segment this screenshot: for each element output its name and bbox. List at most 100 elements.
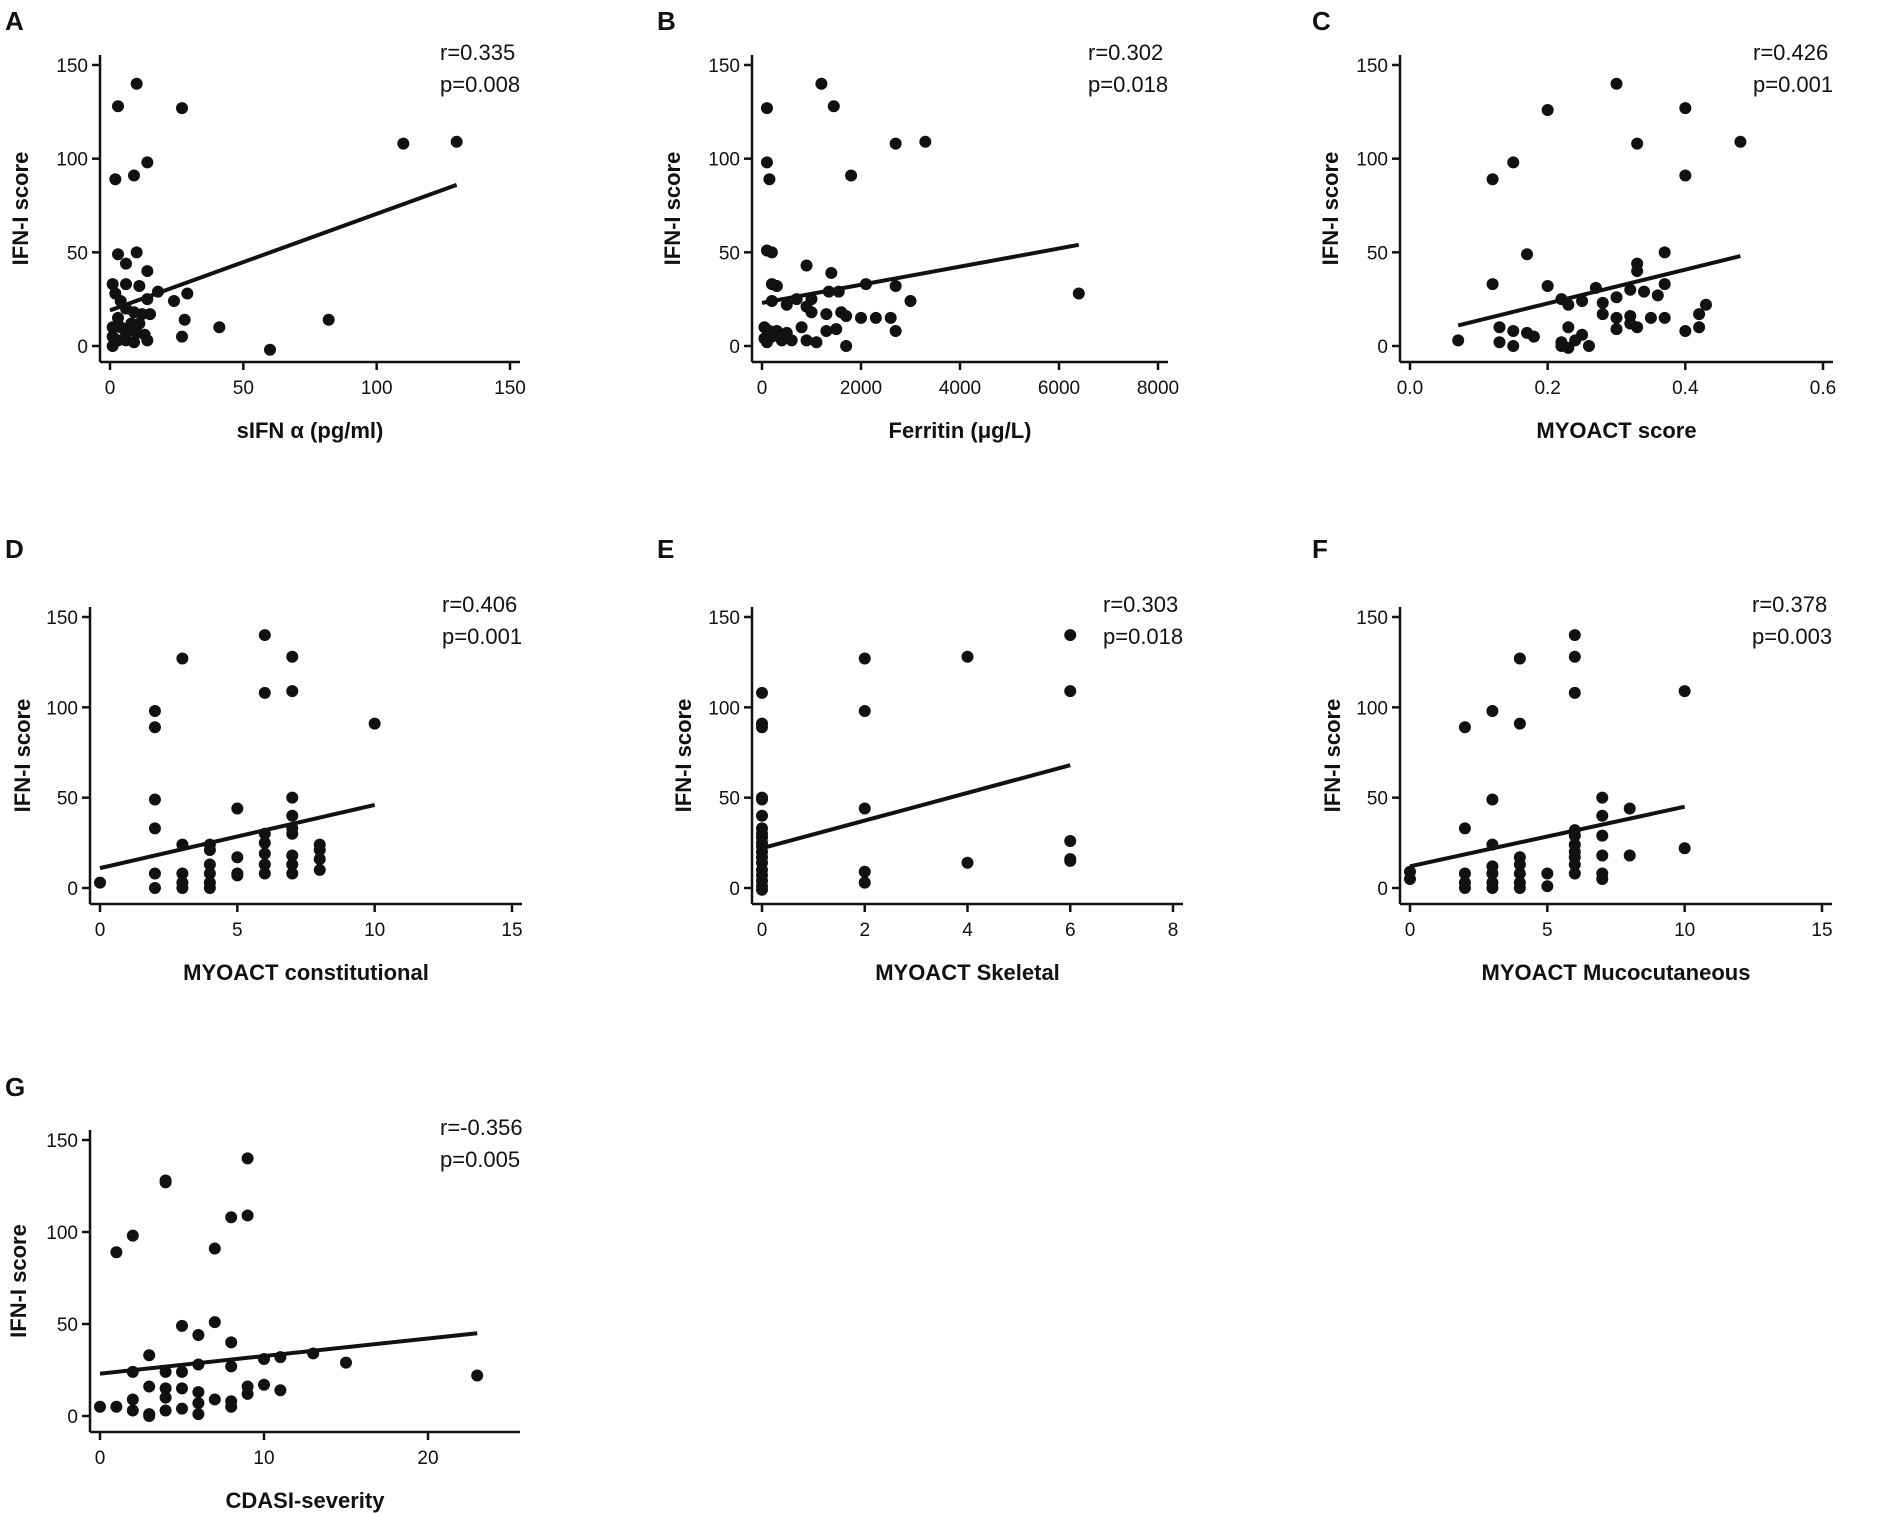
point-d-10: [286, 791, 299, 804]
panel-a: A 0 50 100 150 0 50 100 150 sIFN α (pg/ml) IFN-I s…: [5, 6, 526, 443]
point-b-1: [760, 102, 773, 115]
point-g-27: [208, 1393, 221, 1406]
point-d-17: [286, 827, 299, 840]
point-d-39: [258, 858, 271, 871]
point-g-44: [143, 1410, 156, 1422]
point-d-25: [148, 867, 161, 880]
point-b-13: [770, 280, 783, 293]
stat-a-p: p=0.008: [440, 72, 520, 97]
point-g-36: [192, 1408, 205, 1421]
point-c-39: [1452, 334, 1465, 347]
regression-line-e: [761, 763, 1071, 851]
point-f-35: [1458, 882, 1471, 894]
point-a-8: [112, 248, 124, 261]
y-tick-label-c-150: 150: [1356, 56, 1388, 77]
point-f-23: [1458, 867, 1471, 880]
point-f-15: [1596, 829, 1609, 842]
point-g-40: [126, 1393, 139, 1406]
point-b-10: [800, 259, 813, 272]
regression-line-b: [761, 242, 1080, 305]
y-tick-label-d-150: 150: [46, 608, 78, 629]
point-d-6: [286, 685, 299, 698]
point-d-31: [313, 863, 326, 876]
point-c-35: [1610, 323, 1623, 336]
point-c-34: [1562, 321, 1575, 334]
y-tick-label-b-150: 150: [708, 56, 740, 77]
point-f-26: [1541, 867, 1554, 880]
y-tick-label-f-50: 50: [1367, 789, 1388, 810]
point-a-38: [128, 336, 140, 349]
panel-letter-a: A: [5, 6, 24, 36]
point-f-37: [1513, 882, 1526, 894]
x-tick-label-e-1: 2: [859, 920, 870, 941]
point-c-38: [1693, 321, 1706, 334]
point-g-7: [208, 1242, 221, 1255]
point-d-35: [148, 882, 161, 894]
point-a-4: [128, 169, 140, 182]
point-d-5: [258, 686, 271, 699]
point-e-26: [1064, 629, 1077, 642]
point-g-13: [126, 1365, 139, 1378]
point-c-13: [1589, 281, 1602, 294]
point-g-11: [143, 1349, 156, 1362]
point-b-43: [785, 334, 798, 347]
panel-f: F 0 50 100 150 0 5 10 15 MYOACT Mucocutaneous IFN-…: [1312, 534, 1833, 985]
point-c-47: [1562, 341, 1575, 354]
point-a-9: [130, 246, 143, 259]
point-g-15: [176, 1365, 188, 1378]
point-e-23: [858, 876, 871, 889]
point-e-22: [858, 865, 871, 878]
panel-letter-b: B: [657, 6, 676, 36]
point-f-6: [1458, 721, 1471, 734]
x-tick-label-d-3: 15: [501, 920, 522, 941]
y-tick-label-a-100: 100: [56, 150, 88, 171]
point-g-31: [110, 1400, 123, 1413]
point-f-1: [1513, 652, 1526, 665]
point-g-35: [176, 1402, 188, 1415]
point-g-12: [225, 1336, 238, 1349]
point-e-18: [756, 883, 768, 896]
x-tick-label-e-4: 8: [1168, 920, 1179, 941]
point-b-11: [825, 266, 838, 279]
x-tick-label-f-3: 15: [1811, 920, 1832, 941]
point-g-30: [274, 1384, 287, 1397]
point-c-24: [1596, 308, 1609, 321]
point-e-20: [858, 704, 871, 717]
point-f-8: [1486, 793, 1499, 806]
point-a-12: [106, 278, 119, 291]
point-c-8: [1521, 248, 1534, 261]
point-a-41: [264, 343, 276, 356]
point-b-5: [889, 137, 902, 150]
point-f-14: [1568, 829, 1581, 842]
stat-a-r: r=0.335: [440, 40, 515, 65]
y-tick-label-e-0: 0: [729, 879, 740, 900]
point-c-20: [1624, 283, 1637, 296]
point-g-21: [340, 1356, 352, 1369]
point-c-25: [1610, 311, 1623, 324]
point-a-44: [133, 317, 146, 330]
x-axis-title-b: Ferritin (μg/L): [889, 418, 1032, 443]
x-tick-label-f-1: 5: [1542, 920, 1553, 941]
point-d-38: [231, 869, 244, 882]
point-f-10: [1623, 802, 1636, 815]
y-tick-label-a-50: 50: [67, 243, 88, 264]
point-c-19: [1610, 291, 1623, 304]
point-a-26: [178, 313, 191, 326]
point-d-12: [286, 809, 299, 822]
stat-d-p: p=0.001: [442, 624, 522, 649]
x-tick-label-g-0: 0: [95, 1448, 106, 1469]
point-c-12: [1541, 280, 1554, 293]
point-c-3: [1507, 156, 1520, 169]
point-f-39: [1596, 872, 1609, 885]
y-tick-label-g-150: 150: [46, 1131, 78, 1152]
point-a-2: [176, 102, 188, 115]
point-c-11: [1486, 278, 1499, 291]
point-f-22: [1623, 849, 1636, 862]
point-d-34: [94, 876, 106, 889]
y-tick-label-d-0: 0: [67, 879, 78, 900]
point-b-39: [889, 325, 902, 338]
y-tick-label-e-150: 150: [708, 608, 740, 629]
point-a-42: [106, 340, 119, 352]
point-c-49: [1631, 321, 1644, 334]
point-c-0: [1610, 77, 1623, 90]
